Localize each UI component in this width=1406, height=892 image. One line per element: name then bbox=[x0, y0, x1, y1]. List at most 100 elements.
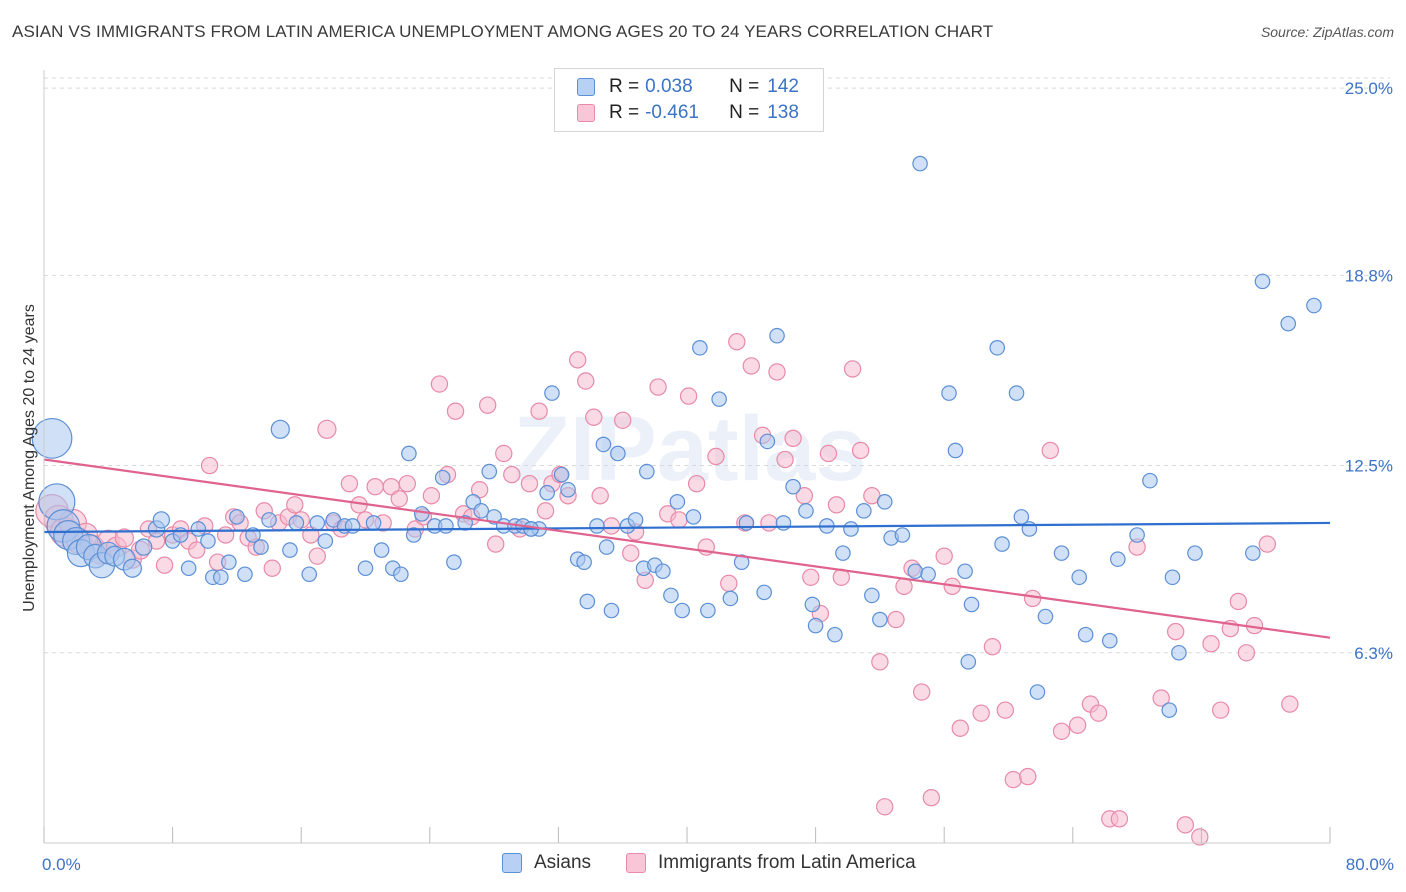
asian-point bbox=[365, 515, 382, 531]
latam-point bbox=[1191, 828, 1209, 846]
latam-point bbox=[1202, 635, 1220, 653]
latam-point bbox=[317, 419, 337, 439]
latam-point bbox=[216, 526, 235, 544]
asian-point bbox=[856, 503, 872, 519]
asian-point bbox=[1306, 297, 1322, 314]
legend-row-asians: R = 0.038 N = 142 bbox=[577, 75, 799, 99]
asian-point bbox=[700, 602, 716, 619]
asian-point bbox=[627, 512, 644, 528]
asian-point bbox=[544, 385, 560, 401]
asian-point bbox=[835, 545, 851, 561]
latam-point bbox=[263, 559, 281, 577]
asian-point bbox=[827, 626, 843, 643]
trend-layer bbox=[43, 458, 1331, 639]
latam-point bbox=[1152, 689, 1170, 707]
asian-point bbox=[798, 503, 814, 519]
asian-point bbox=[253, 539, 269, 555]
asian-point bbox=[589, 518, 605, 534]
legend-item-latam[interactable]: Immigrants from Latin America bbox=[626, 852, 916, 874]
latam-point bbox=[308, 547, 326, 565]
asian-point bbox=[213, 569, 229, 586]
latam-point bbox=[687, 474, 706, 493]
asian-point bbox=[393, 566, 409, 583]
asian-point bbox=[301, 566, 318, 583]
n-label: N = bbox=[729, 76, 760, 97]
latam-point bbox=[366, 477, 384, 496]
asian-point bbox=[473, 503, 490, 519]
asian-point bbox=[553, 466, 570, 483]
asian-point bbox=[947, 442, 964, 459]
asian-point bbox=[912, 155, 928, 172]
asian-point bbox=[639, 463, 655, 480]
latam-point bbox=[1041, 441, 1059, 460]
asian-point bbox=[261, 512, 277, 528]
asian-point bbox=[759, 433, 776, 450]
asian-point bbox=[876, 493, 893, 510]
latam-point bbox=[707, 447, 725, 466]
asian-point bbox=[579, 593, 596, 610]
asian-point bbox=[920, 566, 936, 583]
latam-point bbox=[776, 450, 794, 469]
latam-point bbox=[843, 360, 862, 378]
asian-point bbox=[669, 493, 686, 510]
n-value: 142 bbox=[767, 76, 799, 97]
latam-point bbox=[1004, 770, 1023, 789]
asian-point bbox=[1171, 644, 1187, 661]
asian-point bbox=[894, 527, 911, 543]
asian-point bbox=[357, 560, 374, 577]
asian-point bbox=[31, 417, 73, 459]
chart-title: ASIAN VS IMMIGRANTS FROM LATIN AMERICA U… bbox=[12, 22, 994, 41]
y-tick-label: 12.5% bbox=[1345, 457, 1393, 476]
asian-point bbox=[1164, 569, 1181, 586]
latam-point bbox=[1237, 644, 1256, 662]
latam-point bbox=[1110, 810, 1129, 828]
y-axis-label: Unemployment Among Ages 20 to 24 years bbox=[21, 304, 38, 612]
legend-item-asians[interactable]: Asians bbox=[502, 852, 591, 874]
asian-point bbox=[722, 590, 739, 607]
asian-point bbox=[1029, 684, 1046, 700]
asian-point bbox=[769, 327, 785, 344]
latam-point bbox=[768, 363, 786, 381]
latam-point bbox=[1052, 722, 1071, 740]
correlation-legend: R = 0.038 N = 142 R = -0.461 N = 138 bbox=[554, 68, 824, 132]
latam-point bbox=[622, 544, 640, 562]
asian-point bbox=[756, 584, 772, 601]
latam-point bbox=[1211, 701, 1230, 719]
latam-point bbox=[114, 528, 134, 548]
asian-point bbox=[576, 554, 592, 570]
latam-point bbox=[728, 333, 746, 351]
latam-point bbox=[1089, 704, 1108, 722]
asian-point bbox=[560, 481, 576, 498]
asian-point bbox=[994, 536, 1010, 552]
asian-point bbox=[957, 563, 973, 580]
latam-point bbox=[188, 541, 206, 559]
latam-point bbox=[871, 653, 889, 671]
asian-point bbox=[373, 542, 390, 558]
asian-point bbox=[775, 515, 792, 531]
latam-point bbox=[802, 568, 820, 586]
r-label: R = bbox=[609, 76, 640, 97]
latam-point bbox=[895, 577, 913, 596]
asian-point bbox=[1008, 385, 1025, 401]
latam-point bbox=[1281, 695, 1299, 713]
x-tick-label-left: 0.0% bbox=[42, 855, 81, 874]
latam-point bbox=[922, 789, 941, 807]
latam-legend-swatch bbox=[626, 853, 646, 873]
latam-point bbox=[912, 683, 931, 701]
latam-point bbox=[760, 514, 778, 532]
latam-point bbox=[430, 375, 449, 393]
latam-point bbox=[996, 701, 1014, 719]
asian-point bbox=[1280, 315, 1297, 332]
latam-point bbox=[1068, 716, 1087, 734]
latam-point bbox=[827, 496, 846, 514]
asian-point bbox=[270, 419, 290, 439]
latam-point bbox=[495, 444, 513, 463]
latam-swatch bbox=[577, 104, 595, 122]
asian-point bbox=[1187, 545, 1203, 561]
asian-point bbox=[733, 554, 750, 570]
asian-point bbox=[152, 511, 171, 529]
asians-legend-label: Asians bbox=[534, 852, 592, 873]
asian-point bbox=[785, 478, 801, 495]
latam-point bbox=[390, 490, 408, 508]
